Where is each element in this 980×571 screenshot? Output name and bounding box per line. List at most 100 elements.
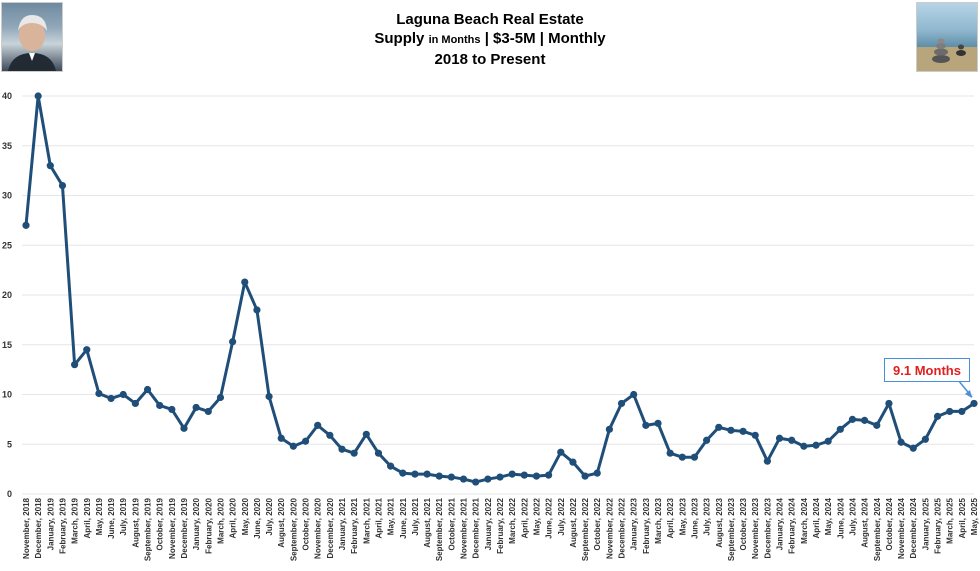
x-tick-label: March, 2024: [800, 497, 809, 543]
data-point: [873, 421, 881, 429]
data-point: [496, 473, 504, 481]
data-point: [156, 401, 164, 410]
data-point: [885, 399, 893, 408]
data-point: [520, 471, 528, 479]
data-point: [289, 442, 297, 450]
data-point: [763, 457, 771, 465]
data-point: [131, 399, 139, 408]
data-point: [95, 389, 103, 398]
x-tick-label: February, 2020: [204, 497, 213, 553]
data-point: [605, 425, 613, 433]
data-point: [739, 427, 747, 435]
data-point: [642, 421, 650, 429]
x-tick-label: July, 2024: [848, 497, 857, 535]
x-tick-label: April, 2019: [83, 497, 92, 538]
x-tick-label: September, 2023: [727, 497, 736, 561]
data-point: [216, 393, 225, 402]
data-point: [399, 469, 407, 477]
x-tick-label: May, 2021: [387, 497, 396, 535]
x-tick-label: January, 2024: [776, 497, 785, 550]
data-point: [71, 361, 79, 369]
data-point: [557, 448, 565, 456]
title-range: | $3-5M | Monthly: [484, 30, 606, 47]
data-point: [812, 441, 820, 449]
x-tick-label: March, 2025: [946, 497, 955, 543]
x-tick-label: June, 2021: [399, 497, 408, 538]
data-point: [350, 449, 358, 457]
data-point: [423, 470, 431, 478]
data-point: [824, 437, 832, 445]
x-tick-label: May, 2019: [95, 497, 104, 535]
y-tick-label: 30: [2, 191, 12, 201]
data-point: [22, 221, 30, 229]
latest-value-callout: 9.1 Months: [884, 358, 970, 382]
x-tick-label: November, 2018: [22, 497, 31, 558]
data-point: [933, 412, 942, 420]
x-tick-label: April, 2022: [520, 497, 529, 538]
data-point: [946, 407, 954, 416]
x-tick-label: August, 2024: [861, 497, 870, 547]
x-tick-label: November, 2024: [897, 497, 906, 558]
data-point: [921, 435, 929, 443]
x-tick-label: December, 2021: [472, 497, 481, 558]
data-point: [751, 431, 759, 439]
title-supply: Supply: [374, 30, 425, 47]
title-in-months: in Months: [428, 34, 481, 46]
x-axis-ticks: November, 2018 December, 2018 January, 201…: [22, 497, 979, 561]
data-point: [958, 407, 966, 416]
data-point: [545, 471, 553, 479]
data-point: [848, 415, 857, 423]
data-point: [326, 431, 334, 439]
data-point: [703, 436, 711, 444]
data-point: [630, 390, 638, 399]
chart-title: Laguna Beach Real Estate Supply in Month…: [0, 10, 980, 69]
x-tick-label: October, 2019: [156, 497, 165, 550]
x-tick-label: February, 2023: [642, 497, 651, 553]
y-tick-label: 5: [7, 439, 12, 449]
data-point: [241, 278, 249, 286]
data-point: [581, 472, 589, 480]
data-point: [508, 470, 516, 478]
y-tick-label: 20: [2, 290, 12, 300]
x-tick-label: January, 2021: [338, 497, 347, 550]
data-point: [253, 306, 261, 314]
data-point: [301, 437, 310, 445]
data-point: [970, 399, 978, 408]
y-tick-label: 10: [2, 390, 12, 400]
data-point: [654, 419, 662, 427]
x-tick-label: April, 2024: [812, 497, 821, 538]
x-tick-label: May, 2020: [241, 497, 250, 535]
data-point: [143, 385, 152, 394]
x-tick-label: January, 2020: [192, 497, 201, 550]
data-point: [265, 392, 273, 401]
data-point: [204, 407, 212, 416]
beach-illustration: [917, 38, 977, 71]
x-tick-label: July, 2021: [411, 497, 420, 535]
data-points: [22, 92, 978, 486]
x-tick-label: March, 2021: [362, 497, 371, 543]
y-axis-ticks: 0 5 10 15 20 25 30 35 40: [2, 91, 12, 499]
x-tick-label: August, 2020: [277, 497, 286, 547]
data-point: [83, 346, 91, 354]
x-tick-label: October, 2023: [739, 497, 748, 550]
x-tick-label: June, 2020: [253, 497, 262, 538]
x-tick-label: June, 2023: [690, 497, 699, 538]
data-point: [374, 449, 383, 457]
data-point: [387, 462, 395, 470]
data-point: [338, 445, 346, 453]
x-tick-label: July, 2019: [119, 497, 128, 535]
x-tick-label: March, 2019: [71, 497, 80, 543]
x-tick-label: November, 2021: [460, 497, 469, 558]
x-tick-label: April, 2025: [958, 497, 967, 538]
x-tick-label: January, 2023: [630, 497, 639, 550]
data-point: [727, 426, 735, 434]
x-tick-label: April, 2023: [666, 497, 675, 538]
data-point: [836, 425, 844, 433]
title-line-1: Laguna Beach Real Estate: [396, 11, 584, 28]
x-tick-label: April, 2021: [374, 497, 383, 538]
x-tick-label: August, 2023: [715, 497, 724, 547]
x-tick-label: March, 2023: [654, 497, 663, 543]
data-point: [472, 478, 480, 486]
x-tick-label: July, 2022: [557, 497, 566, 535]
